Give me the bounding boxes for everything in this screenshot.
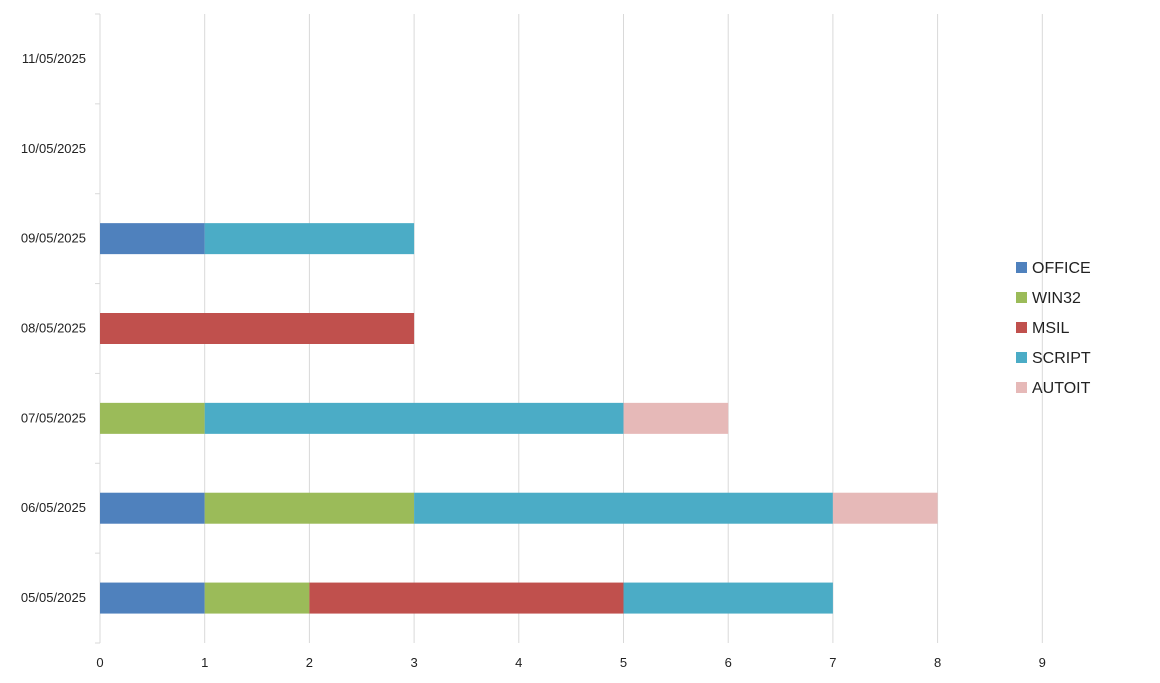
bar-win32-2 [100, 402, 205, 434]
bar-office-0 [100, 582, 205, 614]
y-tick-label: 07/05/2025 [21, 410, 86, 425]
bar-msil-3 [100, 313, 415, 344]
bar-office-1 [100, 492, 205, 524]
axes [95, 13, 101, 644]
bar-script-0 [623, 582, 833, 614]
legend-label-script: SCRIPT [1032, 350, 1091, 367]
legend-label-office: OFFICE [1032, 260, 1091, 277]
y-tick-label: 11/05/2025 [22, 51, 86, 66]
x-tick-label: 1 [201, 655, 208, 670]
y-tick-label: 10/05/2025 [21, 141, 86, 156]
legend-swatch-script [1016, 352, 1027, 363]
bars [100, 223, 938, 614]
legend-label-autoit: AUTOIT [1032, 380, 1091, 397]
x-tick-label: 5 [620, 655, 627, 670]
legend-swatch-office [1016, 262, 1027, 273]
bar-win32-1 [204, 492, 415, 524]
legend-swatch-msil [1016, 322, 1027, 333]
bar-win32-0 [204, 582, 310, 614]
x-tick-label: 0 [96, 655, 103, 670]
x-tick-label: 3 [410, 655, 417, 670]
y-tick-label: 06/05/2025 [21, 500, 86, 515]
bar-script-4 [204, 223, 415, 255]
x-tick-label: 6 [725, 655, 732, 670]
x-tick-label: 2 [306, 655, 313, 670]
legend-swatch-win32 [1016, 292, 1027, 303]
x-tick-label: 8 [934, 655, 941, 670]
x-tick-label: 9 [1039, 655, 1046, 670]
x-tick-labels: 0 1 2 3 4 5 6 7 8 9 [96, 655, 1046, 670]
legend-label-win32: WIN32 [1032, 290, 1081, 307]
y-tick-label: 09/05/2025 [21, 231, 86, 246]
gridlines [204, 14, 1043, 643]
bar-autoit-1 [832, 492, 938, 524]
y-tick-label: 08/05/2025 [21, 321, 86, 336]
legend-swatch-autoit [1016, 382, 1027, 393]
bar-autoit-2 [623, 402, 729, 434]
y-tick-labels: 05/05/2025 06/05/2025 07/05/2025 08/05/2025… [21, 51, 86, 605]
y-tick-label: 05/05/2025 [21, 590, 86, 605]
bar-msil-0 [309, 582, 624, 614]
legend: OFFICE WIN32 MSIL SCRIPT AUTOIT [1016, 260, 1091, 397]
bar-script-1 [414, 492, 833, 524]
bar-script-2 [204, 402, 624, 434]
legend-label-msil: MSIL [1032, 320, 1069, 337]
bar-office-4 [100, 223, 205, 255]
x-tick-label: 4 [515, 655, 522, 670]
x-tick-label: 7 [829, 655, 836, 670]
